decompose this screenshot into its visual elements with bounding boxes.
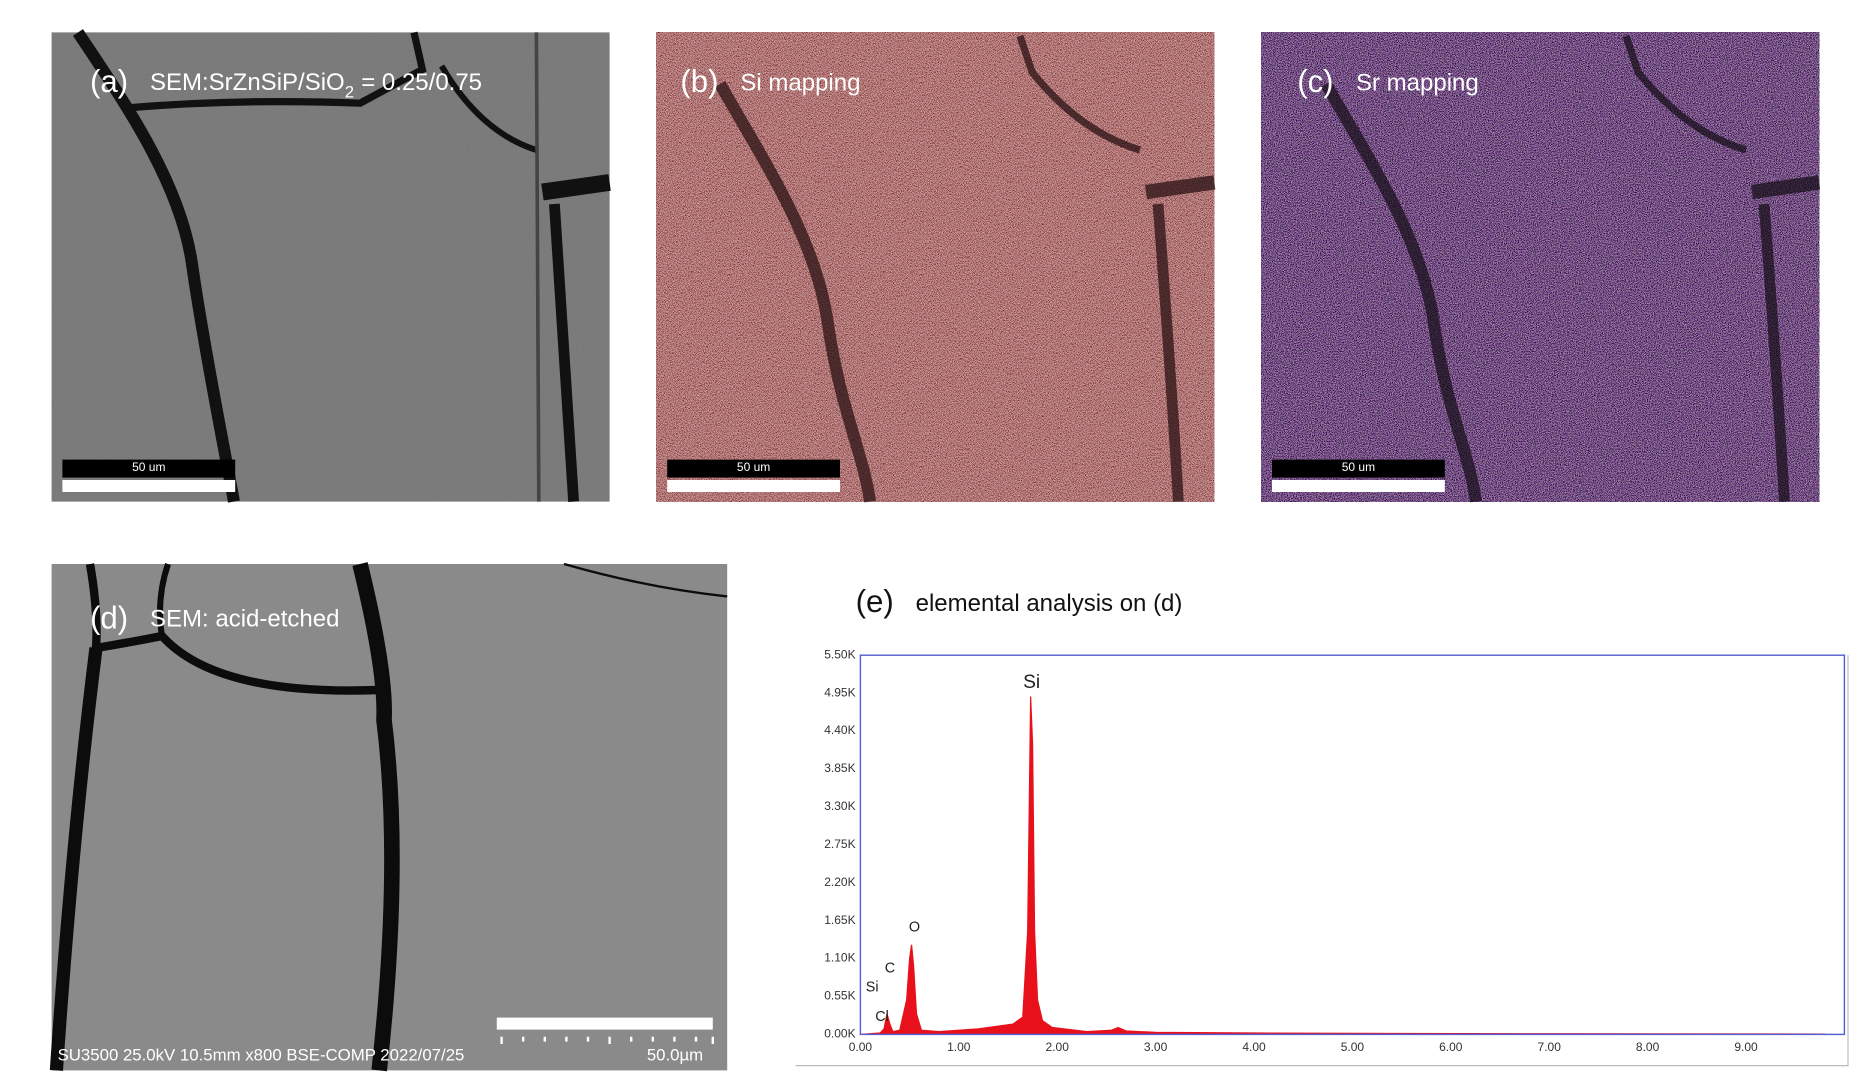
panel-caption: SEM:SrZnSiP/SiO2 = 0.25/0.75 xyxy=(150,69,482,102)
scale-bar xyxy=(667,480,841,493)
y-tick-label: 0.00K xyxy=(824,1027,855,1041)
scale-bar-label: 50 um xyxy=(1342,460,1375,474)
si-map xyxy=(656,32,1215,502)
x-tick-label: 9.00 xyxy=(1734,1040,1758,1054)
x-tick-label: 7.00 xyxy=(1538,1040,1562,1054)
y-tick-label: 3.30K xyxy=(824,799,855,813)
peak-label: C xyxy=(885,961,895,977)
scale-bar xyxy=(496,1017,713,1030)
y-tick-label: 4.40K xyxy=(824,723,855,737)
chart-title: elemental analysis on (d) xyxy=(916,590,1183,617)
panel-d: (d) SEM: acid-etched SU3500 25.0kV 10.5m… xyxy=(49,562,728,1072)
y-tick-label: 1.65K xyxy=(824,913,855,927)
y-tick-label: 0.55K xyxy=(824,989,855,1003)
x-tick-label: 4.00 xyxy=(1242,1040,1266,1054)
spectrum xyxy=(860,696,1826,1036)
scale-bar xyxy=(1272,480,1445,493)
caption-text: SEM:SrZnSiP/SiO xyxy=(150,69,345,96)
scale-bar-box xyxy=(667,459,841,478)
x-tick-label: 3.00 xyxy=(1144,1040,1168,1054)
cracks xyxy=(72,29,611,503)
x-tick-label: 6.00 xyxy=(1439,1040,1463,1054)
panel-caption: SEM: acid-etched xyxy=(150,606,339,633)
x-tick-label: 2.00 xyxy=(1046,1040,1070,1054)
panel-b: (b) Si mapping 50 um xyxy=(656,32,1216,503)
peak-label: Si xyxy=(1023,672,1040,693)
y-tick-label: 5.50K xyxy=(824,647,855,661)
scale-bar xyxy=(62,480,236,493)
peak-label: Si xyxy=(866,979,879,995)
panel-label: (b) xyxy=(680,64,718,99)
panel-caption: Sr mapping xyxy=(1356,69,1479,96)
y-tick-label: 1.10K xyxy=(824,951,855,965)
caption-text: = 0.25/0.75 xyxy=(361,69,482,96)
scale-bar-label: 50 um xyxy=(132,460,165,474)
panel-c: (c) Sr mapping 50 um xyxy=(1261,32,1821,503)
scale-bar-box xyxy=(1272,459,1445,478)
cracks xyxy=(1320,34,1821,503)
outer-frame xyxy=(795,655,1849,1067)
x-tick-label: 0.00 xyxy=(849,1040,873,1054)
panel-label: (e) xyxy=(856,584,894,619)
x-tick-label: 5.00 xyxy=(1341,1040,1365,1054)
scale-bar-box xyxy=(62,459,236,478)
plot-frame xyxy=(859,654,1846,1036)
x-tick-label: 1.00 xyxy=(947,1040,971,1054)
scale-bar-label: 50 um xyxy=(737,460,770,474)
panel-label: (c) xyxy=(1297,64,1333,99)
cracks xyxy=(49,562,728,1072)
sr-map xyxy=(1261,32,1820,502)
panel-label: (d) xyxy=(90,601,128,636)
panel-a: (a) SEM:SrZnSiP/SiO2 = 0.25/0.75 50 um xyxy=(51,29,611,503)
y-tick-label: 2.20K xyxy=(824,875,855,889)
y-tick-label: 4.95K xyxy=(824,685,855,699)
peak-label: Cl xyxy=(875,1009,889,1025)
panel-caption: Si mapping xyxy=(740,69,860,96)
panel-e: (e) elemental analysis on (d) 0.00K 0.55K… xyxy=(795,584,1849,1067)
y-tick-label: 3.85K xyxy=(824,761,855,775)
caption-subscript: 2 xyxy=(345,83,354,102)
panel-label: (a) xyxy=(90,64,128,99)
peak-label: O xyxy=(909,919,920,935)
sem-footer: SU3500 25.0kV 10.5mm x800 BSE-COMP 2022/… xyxy=(58,1045,465,1064)
cracks xyxy=(714,34,1216,503)
scale-ticks xyxy=(500,1036,715,1045)
y-tick-label: 2.75K xyxy=(824,837,855,851)
texture xyxy=(51,32,610,502)
x-tick-label: 8.00 xyxy=(1636,1040,1660,1054)
scale-bar-label: 50.0µm xyxy=(647,1045,703,1064)
